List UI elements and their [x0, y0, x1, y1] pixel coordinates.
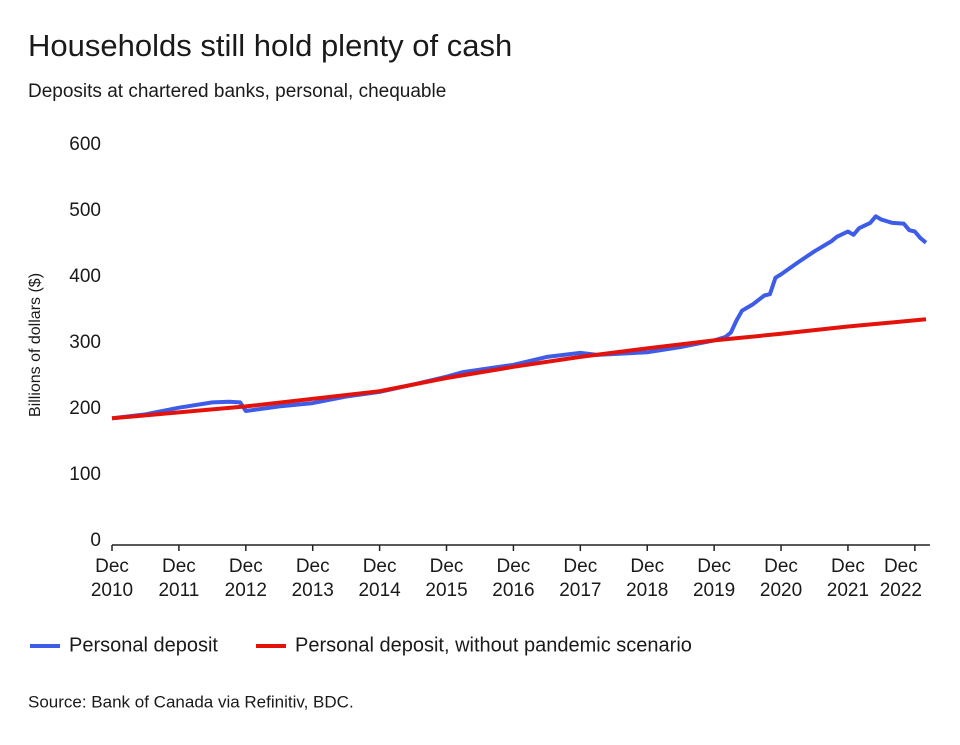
- legend-label: Personal deposit: [69, 634, 218, 656]
- y-tick-label: 600: [69, 134, 101, 155]
- y-axis-label: Billions of dollars ($): [27, 273, 44, 417]
- source: Source: Bank of Canada via Refinitiv, BD…: [28, 692, 354, 711]
- y-tick-label: 100: [69, 464, 101, 485]
- x-tick-label: Dec 2011: [158, 556, 199, 601]
- x-tick-label: Dec 2019: [693, 556, 735, 601]
- series-line: [111, 317, 927, 421]
- chart-title: Households still hold plenty of cash: [28, 28, 512, 63]
- x-tick-label: Dec 2020: [760, 556, 802, 601]
- y-tick-label: 200: [69, 398, 101, 419]
- chart-subtitle: Deposits at chartered banks, personal, c…: [28, 81, 446, 102]
- x-tick-label: Dec 2010: [91, 556, 133, 601]
- x-tick-label: Dec 2015: [425, 556, 467, 601]
- x-tick-label: Dec 2022: [880, 556, 922, 601]
- x-tick-label: Dec 2012: [225, 556, 267, 601]
- x-tick-label: Dec 2017: [559, 556, 601, 601]
- y-tick-label: 400: [69, 266, 101, 287]
- legend-label: Personal deposit, without pandemic scena…: [295, 634, 692, 656]
- x-tick-label: Dec 2021: [827, 556, 869, 601]
- x-tick-label: Dec 2013: [292, 556, 334, 601]
- x-tick-label: Dec 2014: [358, 556, 401, 601]
- x-tick-label: Dec 2016: [492, 556, 534, 601]
- y-tick-label: 0: [90, 530, 101, 551]
- y-tick-label: 300: [69, 332, 101, 353]
- x-tick-label: Dec 2018: [626, 556, 668, 601]
- series-line: [111, 214, 928, 421]
- y-tick-label: 500: [69, 200, 101, 221]
